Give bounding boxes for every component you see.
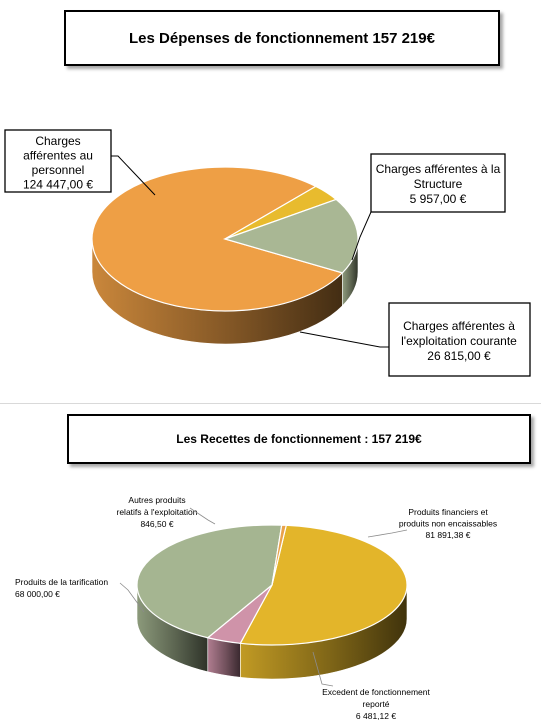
leader-produits-financiers (367, 529, 408, 538)
section-divider (0, 403, 541, 404)
pie-slice-2 (223, 198, 359, 274)
label-structure: Charges afférentes à la Structure 5 957,00… (376, 162, 501, 206)
leader-tarification (119, 582, 145, 613)
pie-slice-0 (91, 166, 344, 312)
recettes-pie-chart (136, 524, 408, 680)
pie-slice-3 (271, 524, 288, 586)
label-box-structure (370, 153, 506, 213)
label-box-exploitation (388, 302, 531, 377)
recettes-title-box: Les Recettes de fonctionnement : 157 219… (67, 414, 531, 464)
leader-exploitation (299, 331, 389, 348)
leader-structure (351, 211, 372, 261)
leader-personnel (111, 155, 156, 196)
pie-slice-2 (136, 524, 283, 639)
leader-excedent (312, 651, 334, 687)
label-excedent: Excedent de fonctionnement reporté 6 481,1… (322, 687, 430, 721)
pie-side-1 (207, 637, 241, 678)
pie-slice-0 (239, 524, 408, 646)
label-produits-financiers: Produits financiers et produits non encai… (399, 507, 497, 540)
chart-labels: Charges afférentes au personnel 124 447,00 … (4, 129, 531, 721)
label-box-personnel (4, 129, 112, 193)
depenses-title-box: Les Dépenses de fonctionnement 157 219€ (64, 10, 500, 66)
label-exploitation: Charges afférentes à l'exploitation coura… (401, 319, 517, 363)
depenses-title: Les Dépenses de fonctionnement 157 219€ (129, 29, 435, 47)
label-autres-produits: Autres produits relatifs à l'exploitation… (117, 495, 198, 529)
recettes-title: Les Recettes de fonctionnement : 157 219… (176, 432, 422, 446)
depenses-pie-chart (91, 166, 359, 345)
label-personnel: Charges afférentes au personnel 124 447,00 … (23, 134, 93, 192)
leader-autres-produits (189, 507, 216, 525)
label-tarification: Produits de la tarification 68 000,00 € (15, 577, 108, 599)
